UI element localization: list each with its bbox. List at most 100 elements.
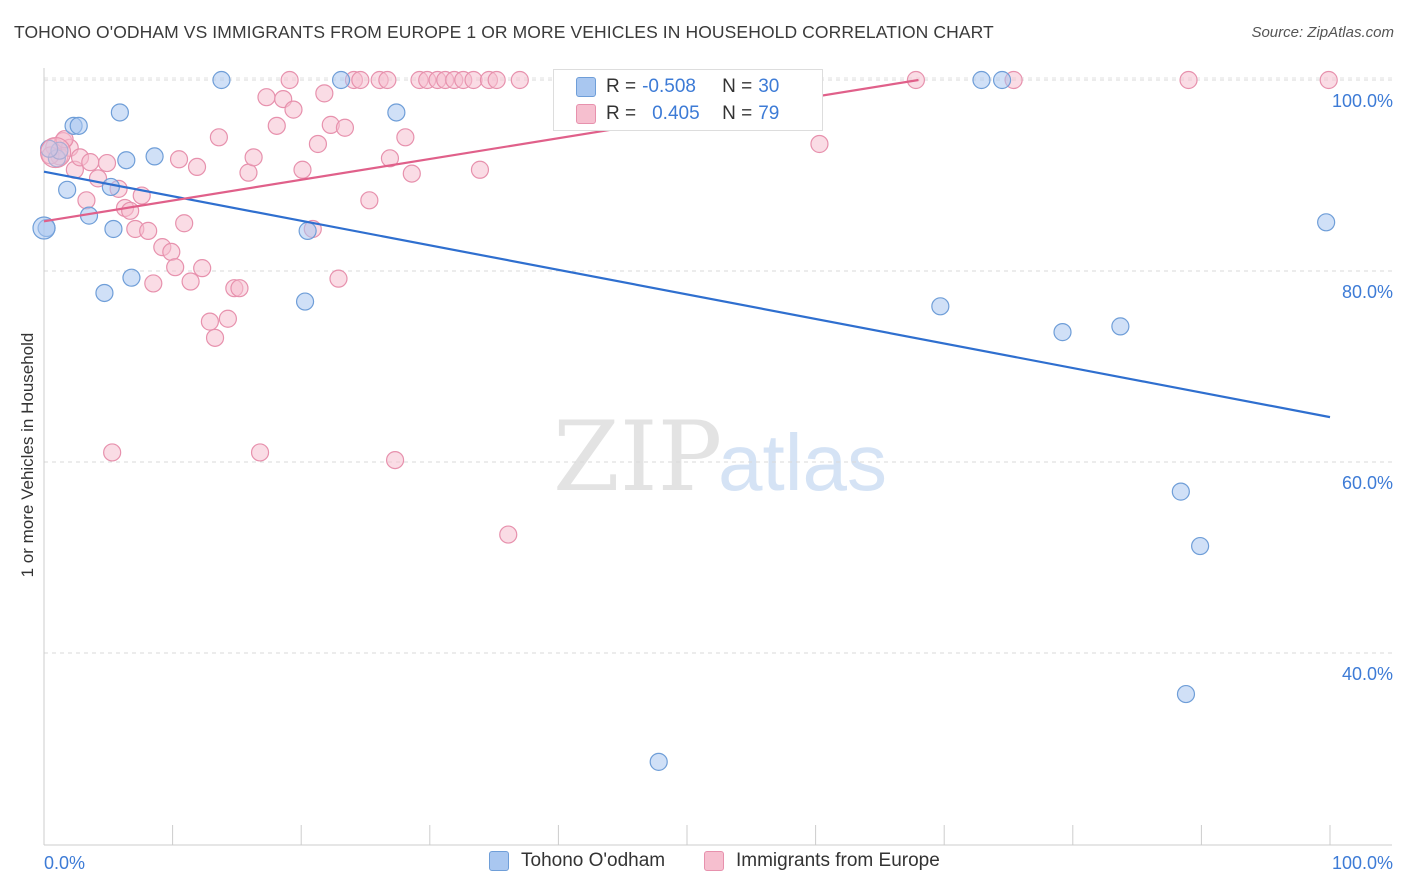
data-point [267, 116, 286, 135]
data-point [169, 150, 189, 169]
data-point [1111, 317, 1130, 336]
data-point [298, 221, 317, 240]
stats-r-value-europe: 0.405 [652, 103, 700, 124]
stats-box: R = -0.508 N = 30 R = 0.405 N = 79 [553, 69, 823, 131]
data-point [378, 70, 397, 90]
data-point [810, 134, 829, 154]
legend-swatch-europe [704, 851, 724, 871]
data-point [122, 268, 141, 287]
data-point [244, 148, 263, 167]
stats-r-label: R = [606, 103, 637, 124]
data-point [81, 153, 100, 172]
stats-r-label: R = [606, 76, 637, 97]
data-point [230, 279, 249, 298]
legend: Tohono O'odham Immigrants from Europe [0, 850, 1406, 880]
data-point [293, 160, 312, 179]
data-point [69, 116, 88, 135]
data-point [1176, 684, 1196, 704]
data-point [39, 136, 72, 169]
stats-swatch-europe [576, 104, 596, 124]
y-tick-label: 80.0% [1342, 282, 1393, 302]
data-point [315, 84, 334, 103]
data-point [175, 214, 194, 233]
data-point [329, 269, 348, 288]
data-point [193, 259, 212, 278]
data-point [464, 70, 483, 90]
stats-row-tohono: R = -0.508 N = 30 [576, 74, 779, 100]
data-point [1319, 70, 1338, 90]
data-point [992, 70, 1012, 90]
data-point [1191, 536, 1210, 556]
stats-row-europe: R = 0.405 N = 79 [576, 101, 779, 127]
data-point [1179, 70, 1198, 90]
data-point [200, 312, 219, 331]
data-point [110, 103, 129, 122]
data-point [510, 70, 529, 90]
data-point [166, 258, 185, 277]
legend-label-tohono: Tohono O'odham [521, 850, 666, 871]
legend-label-europe: Immigrants from Europe [736, 850, 940, 871]
data-point [335, 118, 355, 137]
stats-n-value-tohono: 30 [758, 76, 780, 97]
y-tick-label: 40.0% [1342, 664, 1393, 684]
data-point [380, 149, 400, 168]
data-point [218, 309, 237, 328]
data-point [58, 180, 77, 199]
data-point [139, 221, 158, 240]
data-point [101, 177, 120, 197]
legend-item-tohono[interactable]: Tohono O'odham [489, 850, 665, 872]
stats-n-label: N = [722, 76, 753, 97]
watermark-zip: ZIP [553, 401, 722, 513]
data-point [104, 219, 123, 239]
data-point [351, 70, 370, 90]
data-point [387, 103, 406, 122]
data-point [97, 153, 117, 173]
data-point [972, 70, 991, 90]
data-point [487, 70, 506, 90]
data-point [331, 70, 351, 90]
data-point [117, 151, 136, 170]
data-point [103, 443, 122, 462]
stats-r-value-tohono: -0.508 [642, 76, 696, 97]
legend-item-europe[interactable]: Immigrants from Europe [704, 850, 940, 872]
data-point [402, 164, 421, 183]
data-point [308, 134, 328, 154]
data-point [32, 216, 56, 240]
data-point [360, 191, 379, 210]
data-point [385, 450, 405, 470]
chart-source: Source: ZipAtlas.com [1251, 24, 1394, 41]
data-point [250, 443, 270, 462]
y-tick-label: 60.0% [1342, 473, 1393, 493]
data-point [470, 160, 490, 179]
data-point [284, 100, 303, 119]
data-point [295, 292, 315, 311]
stats-n-value-europe: 79 [758, 103, 780, 124]
data-point [187, 157, 207, 177]
data-point [931, 297, 950, 316]
watermark-atlas: atlas [718, 418, 887, 507]
stats-n-label: N = [722, 103, 753, 124]
stats-swatch-tohono [576, 77, 596, 97]
data-point [121, 201, 140, 220]
data-point [280, 70, 299, 90]
data-point [209, 128, 228, 147]
data-point [205, 328, 225, 347]
data-point [144, 274, 163, 293]
data-point [649, 752, 668, 771]
x-tick-label: 100.0% [1332, 853, 1393, 873]
data-point [181, 272, 200, 291]
data-point [95, 283, 114, 303]
chart-title: TOHONO O'ODHAM VS IMMIGRANTS FROM EUROPE… [14, 22, 994, 42]
data-point [257, 88, 276, 107]
data-point [1171, 482, 1190, 501]
data-point [239, 163, 258, 182]
series-tohono [37, 70, 1336, 771]
data-point [1053, 323, 1072, 342]
data-point [145, 147, 164, 166]
data-point [1317, 213, 1336, 232]
data-point [77, 191, 96, 210]
data-point [396, 128, 415, 147]
data-point [212, 70, 231, 90]
legend-swatch-tohono [489, 851, 509, 871]
